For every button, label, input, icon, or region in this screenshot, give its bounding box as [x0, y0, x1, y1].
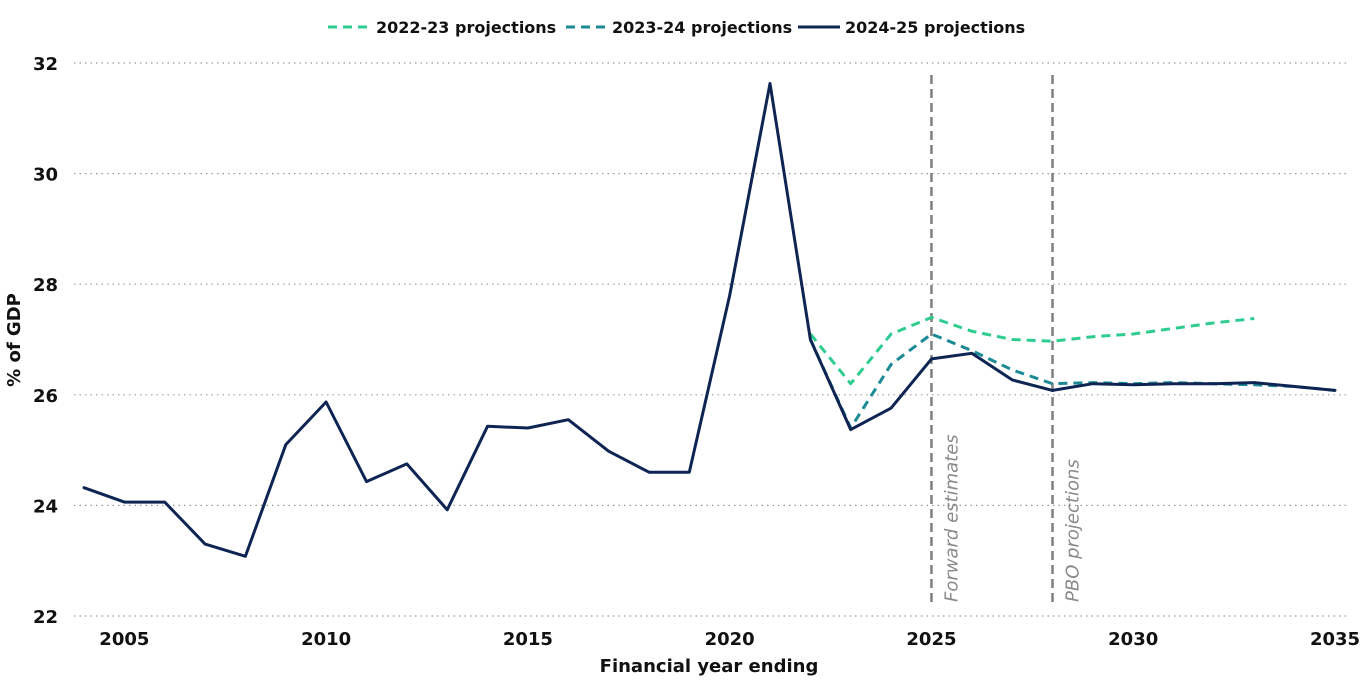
x-tick-label: 2020	[705, 629, 755, 650]
annotations: Forward estimates PBO projections	[930, 75, 1084, 604]
x-tick-label: 2030	[1108, 629, 1158, 650]
y-tick-label: 24	[33, 496, 58, 517]
legend-label-2022-23: 2022-23 projections	[376, 18, 556, 37]
x-tick-label: 2015	[503, 629, 553, 650]
x-axis-ticks: 2005 2010 2015 2020 2025 2030 2035	[99, 629, 1360, 650]
gridlines	[74, 62, 1347, 617]
y-tick-label: 22	[33, 607, 58, 628]
legend: 2022-23 projections 2023-24 projections …	[328, 18, 1025, 37]
x-tick-label: 2025	[906, 629, 956, 650]
legend-label-2024-25: 2024-25 projections	[845, 18, 1025, 37]
y-axis-title: % of GDP	[4, 293, 25, 387]
y-tick-label: 32	[33, 54, 58, 75]
x-tick-label: 2005	[99, 629, 149, 650]
annotation-label: PBO projections	[1063, 459, 1084, 602]
y-tick-label: 26	[33, 386, 58, 407]
legend-label-2023-24: 2023-24 projections	[612, 18, 792, 37]
series-lines	[82, 82, 1337, 558]
y-tick-label: 28	[33, 275, 58, 296]
x-tick-label: 2035	[1310, 629, 1360, 650]
series-line-2	[82, 82, 1337, 558]
annotation-label: Forward estimates	[941, 434, 962, 602]
y-axis-ticks: 22 24 26 28 30 32	[33, 54, 58, 628]
series-line-0	[809, 315, 1255, 386]
x-axis-title: Financial year ending	[600, 656, 819, 677]
y-tick-label: 30	[33, 165, 58, 186]
series-line-1	[809, 332, 1336, 430]
x-tick-label: 2010	[301, 629, 351, 650]
